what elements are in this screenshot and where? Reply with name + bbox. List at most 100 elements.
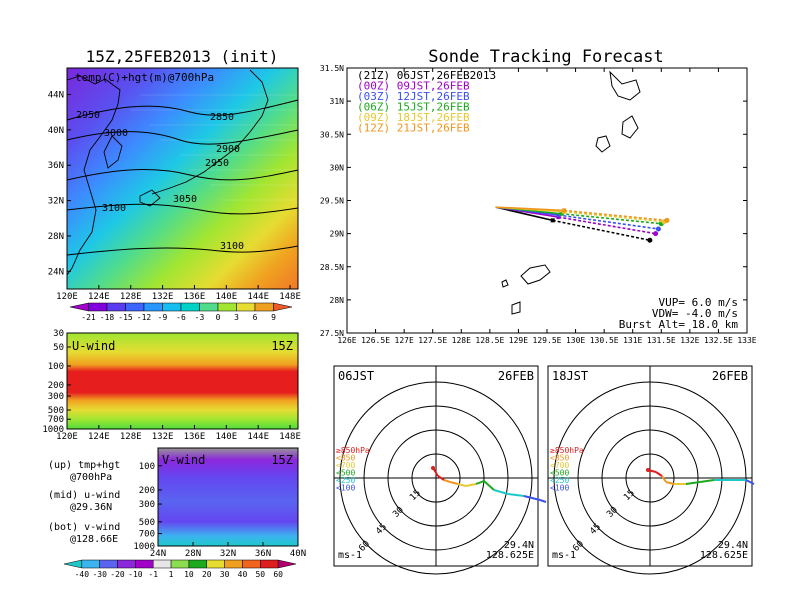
v-wind-time: 15Z	[271, 453, 293, 467]
caption-bot2: @128.66E	[70, 534, 118, 545]
hodo-level-legend: <100	[336, 484, 355, 493]
track-line-dashed	[558, 216, 656, 235]
hodo-level-legend: <100	[550, 484, 569, 493]
contour-label: 2850	[210, 112, 234, 123]
y-tick-label: 700	[48, 415, 64, 425]
hodo-level-legend: <700	[336, 461, 355, 470]
legend-entry: (00Z) 09JST,26FEB	[357, 80, 470, 93]
v-wind-x-ticks: 24N 28N 32N 36N 40N	[150, 542, 306, 559]
legend-entry: (21Z) 06JST,26FEB2013	[357, 69, 496, 82]
hodo-trace	[523, 495, 541, 501]
colorbar-label: -21	[81, 313, 96, 322]
temp-map-x-ticks: 120E 124E 128E 132E 136E 140E 144E 148E	[56, 285, 301, 302]
colorbar-label: -40	[75, 570, 90, 579]
y-tick-label: 500	[48, 406, 64, 416]
hodograph-18jst: 18JST 26FEB15304560≥850hPa<850<700<500<25…	[547, 365, 755, 575]
colorbar-swatch	[180, 302, 200, 312]
hodo-trace	[475, 480, 485, 485]
hodo-trace	[655, 471, 663, 477]
track-mid-point	[562, 208, 567, 213]
hodo-trace	[443, 479, 451, 483]
colorbar-swatch	[277, 559, 297, 569]
colorbar-swatch	[99, 559, 118, 569]
v-wind-label: V-wind	[162, 453, 205, 467]
hodo-level-legend: <250	[336, 476, 355, 485]
u-wind-label: U-wind	[72, 339, 115, 353]
x-tick-label: 127E	[395, 336, 414, 345]
x-tick-label: 124E	[88, 292, 110, 302]
caption-bot: (bot) v-wind	[48, 522, 120, 533]
y-tick-label: 44N	[48, 91, 64, 101]
track-mid-point	[559, 211, 564, 216]
hodo-start	[431, 466, 435, 470]
hodo-time: 18JST	[552, 369, 588, 383]
colorbar-label: 40	[238, 570, 248, 579]
x-tick-label: 132E	[152, 432, 174, 442]
colorbar-swatch	[236, 302, 256, 312]
contour-labels: 2950 3000 2850 2900 2950 3050 3100 3100	[76, 110, 244, 252]
colorbar-label: -6	[176, 313, 186, 322]
x-tick-label: 132E	[680, 336, 699, 345]
legend-entry: (06Z) 15JST,26FEB	[357, 101, 470, 114]
track-end-point	[655, 226, 661, 232]
legend-entry: (09Z) 18JST,26FEB	[357, 111, 470, 124]
x-tick-label: 132E	[152, 292, 174, 302]
u-wind-x-ticks: 120E 124E 128E 132E 136E 140E 144E 148E	[56, 425, 301, 442]
colorbar-swatch	[199, 302, 219, 312]
colorbar-label: 60	[273, 570, 283, 579]
colorbar-label: 3	[234, 313, 239, 322]
hodo-trace	[465, 483, 477, 487]
colorbar-swatch	[206, 559, 225, 569]
hodo-lon: 128.625E	[700, 550, 748, 561]
colorbar-swatch	[125, 302, 145, 312]
colorbar-swatch	[224, 559, 243, 569]
track-annotations: VUP= 6.0 m/s VDW= -4.0 m/s Burst Alt= 18…	[619, 296, 739, 331]
hodo-trace	[745, 479, 755, 485]
hodo-trace	[457, 483, 467, 487]
hodo-start	[646, 468, 650, 472]
track-line-dashed	[561, 212, 662, 225]
x-tick-label: 124E	[88, 432, 110, 442]
y-tick-label: 300	[139, 500, 155, 510]
hodo-lat: 29.4N	[504, 540, 534, 551]
colorbar-swatch	[106, 302, 126, 312]
colorbar-label: 10	[184, 570, 194, 579]
colorbar-label: 0	[216, 313, 221, 322]
colorbar-label: -9	[158, 313, 168, 322]
x-tick-label: 130.5E	[590, 336, 619, 345]
x-tick-label: 131.5E	[647, 336, 676, 345]
y-tick-label: 31.5N	[320, 64, 344, 73]
x-tick-label: 126.5E	[361, 336, 390, 345]
y-tick-label: 36N	[48, 161, 64, 171]
hodo-lat: 29.4N	[718, 540, 748, 551]
hodo-level-legend: ≥850hPa	[550, 446, 584, 455]
y-tick-label: 31N	[330, 97, 345, 106]
contour-label: 2950	[205, 158, 229, 169]
colorbar-label: -20	[110, 570, 125, 579]
y-tick-label: 29N	[330, 230, 345, 239]
x-tick-label: 40N	[290, 549, 306, 559]
colorbar-label: 50	[255, 570, 265, 579]
v-wind-field	[158, 448, 298, 546]
hodo-level-legend: <850	[336, 454, 355, 463]
y-tick-label: 1000	[42, 425, 64, 435]
hodo-trace	[483, 480, 495, 491]
track-line-dashed	[558, 214, 659, 230]
x-tick-label: 127.5E	[418, 336, 447, 345]
map-hatch	[130, 94, 298, 201]
y-tick-label: 28N	[48, 232, 64, 242]
hodo-trace	[437, 475, 445, 481]
track-plot-area	[346, 67, 748, 334]
hodo-trace	[699, 479, 715, 483]
x-tick-label: 131E	[623, 336, 642, 345]
x-tick-label: 120E	[56, 292, 78, 302]
track-line-dashed	[564, 209, 668, 222]
x-tick-label: 140E	[215, 292, 237, 302]
x-tick-label: 136E	[184, 292, 206, 302]
colorbar-swatch	[117, 559, 136, 569]
x-tick-label: 120E	[56, 432, 78, 442]
colorbar-label: 6	[253, 313, 258, 322]
y-tick-label: 500	[139, 518, 155, 528]
colorbar-swatch	[170, 559, 190, 569]
